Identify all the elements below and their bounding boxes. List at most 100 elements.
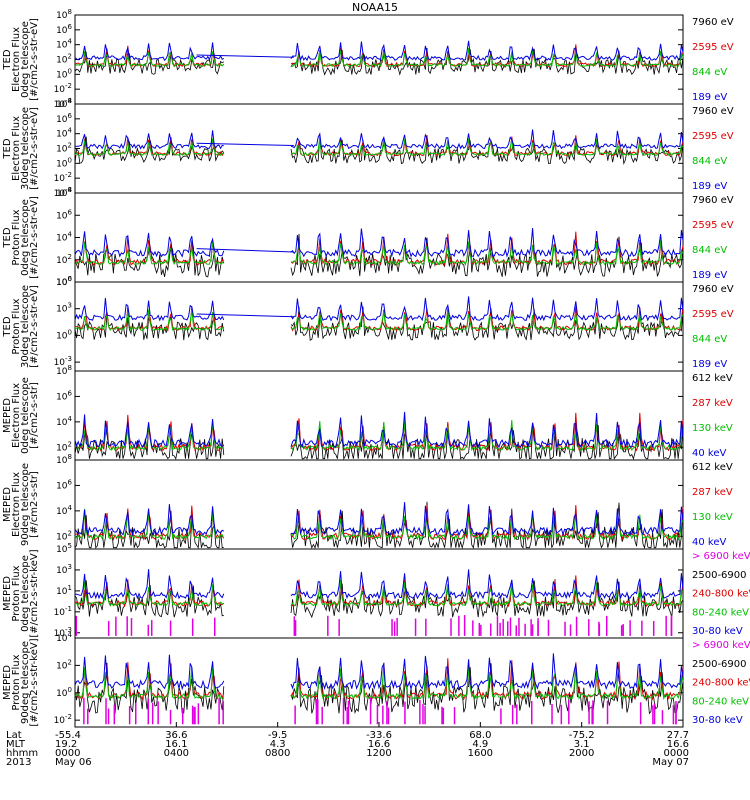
legend-entry: 30-80 keV (692, 715, 743, 726)
x-tick-label: 4.9 (472, 739, 488, 750)
legend-entry: 7960 eV (692, 17, 734, 28)
legend-entry: 7960 eV (692, 284, 734, 295)
y-tick-label: 106 (56, 112, 72, 125)
gap-connector (196, 248, 294, 253)
x-row-label: hhmm (6, 748, 38, 759)
legend-entry: 2500-6900 (692, 659, 747, 670)
legend-entry: > 6900 keV (692, 640, 750, 651)
x-tick-label: 36.6 (165, 730, 187, 741)
gap-connector (196, 54, 294, 58)
series-trace (74, 664, 684, 701)
y-axis-label-line: TED (2, 316, 13, 337)
y-axis-label-line: [#/cm2-s-str-eV] (29, 107, 40, 190)
y-axis-label-line: Proton Flux (11, 209, 22, 265)
y-tick-label: 103 (56, 302, 72, 315)
series-trace (74, 47, 684, 68)
legend-entry: 189 eV (692, 181, 727, 192)
y-axis-label-line: MEPED (2, 398, 13, 433)
y-axis-label-line: 0deg telescope (20, 377, 31, 454)
series-trace (74, 501, 684, 550)
legend-entry: 240-800 keV (692, 589, 750, 600)
legend-entry: 80-240 keV (692, 696, 749, 707)
series-trace (74, 306, 684, 341)
legend-entry: 2595 eV (692, 220, 734, 231)
y-tick-label: 102 (56, 253, 72, 266)
series-trace (74, 305, 684, 332)
gap-connector (196, 313, 294, 318)
panel-frame (74, 103, 684, 194)
y-tick-label: 10-4 (54, 97, 73, 110)
y-axis-label-line: [#/cm2-s-str-keV] (29, 638, 40, 726)
x-tick-label: 0800 (265, 748, 290, 759)
legend-entry: 130 keV (692, 423, 733, 434)
y-tick-label: 10-1 (54, 605, 72, 618)
y-tick-label: 10-3 (54, 355, 72, 368)
y-tick-label: 100 (56, 328, 72, 341)
series-trace (74, 136, 684, 166)
y-axis-label-line: Electron Flux (11, 116, 22, 181)
legend-entry: 130 keV (692, 512, 733, 523)
y-tick-label: 10-2 (54, 713, 72, 726)
legend-entry: 612 keV (692, 462, 733, 473)
y-tick-label: 103 (56, 563, 72, 576)
y-tick-label: 10-3 (54, 626, 72, 639)
legend-entry: 612 keV (692, 373, 733, 384)
y-axis-label-line: Electron Flux (11, 27, 22, 92)
y-tick-label: 100 (56, 156, 72, 169)
x-tick-label: 0400 (164, 748, 189, 759)
series-trace (74, 575, 684, 608)
legend-entry: 844 eV (692, 156, 727, 167)
legend-entry: 189 eV (692, 359, 727, 370)
y-axis-label-line: [#/cm2-s-str-eV] (29, 285, 40, 368)
legend-entry: 7960 eV (692, 195, 734, 206)
y-tick-label: 104 (56, 231, 72, 244)
y-axis-label-line: MEPED (2, 487, 13, 522)
series-trace (74, 47, 684, 76)
y-axis-label-line: [#/cm2-s-str-eV] (29, 196, 40, 279)
x-tick-label: 27.7 (667, 730, 689, 741)
x-tick-label: May 06 (55, 757, 92, 768)
legend-entry: 40 keV (692, 537, 726, 548)
y-tick-label: 106 (56, 208, 72, 221)
legend-entry: 844 eV (692, 334, 727, 345)
y-tick-label: 101 (56, 584, 72, 597)
y-tick-label: 108 (56, 364, 72, 377)
y-tick-label: 100 (56, 67, 72, 80)
x-tick-label: 4.3 (270, 739, 286, 750)
y-tick-label: 100 (56, 275, 72, 288)
legend-entry: 240-800 keV (692, 678, 750, 689)
series-trace (74, 296, 684, 322)
series-trace (74, 233, 684, 278)
series-trace (74, 658, 684, 701)
y-tick-label: 10-2 (54, 171, 72, 184)
x-tick-label: 16.6 (667, 739, 689, 750)
y-axis-label-line: 90deg telescope (20, 641, 31, 724)
legend-entry: 844 eV (692, 245, 727, 256)
y-axis-label-line: Proton Flux (11, 654, 22, 710)
y-axis-label-line: TED (2, 49, 13, 70)
x-row-label: Lat (6, 730, 22, 741)
y-tick-label: 10-4 (54, 186, 73, 199)
x-tick-label: May 07 (652, 757, 689, 768)
x-tick-label: -9.5 (268, 730, 288, 741)
legend-entry: > 6900 keV (692, 551, 750, 562)
x-row-label: 2013 (6, 757, 31, 768)
y-tick-label: 105 (56, 542, 72, 555)
y-axis-label-line: Proton Flux (11, 298, 22, 354)
y-tick-label: 108 (56, 453, 72, 466)
y-axis-label-line: [#/cm2-s-str-keV] (29, 549, 40, 637)
x-tick-label: 1600 (468, 748, 493, 759)
x-row-label: MLT (6, 739, 26, 750)
legend-entry: 40 keV (692, 448, 726, 459)
legend-entry: 2500-6900 (692, 570, 747, 581)
x-tick-label: 1200 (366, 748, 391, 759)
series-trace (74, 579, 684, 607)
series-trace (74, 653, 684, 691)
y-tick-label: 104 (56, 631, 72, 644)
series-trace (74, 231, 684, 267)
